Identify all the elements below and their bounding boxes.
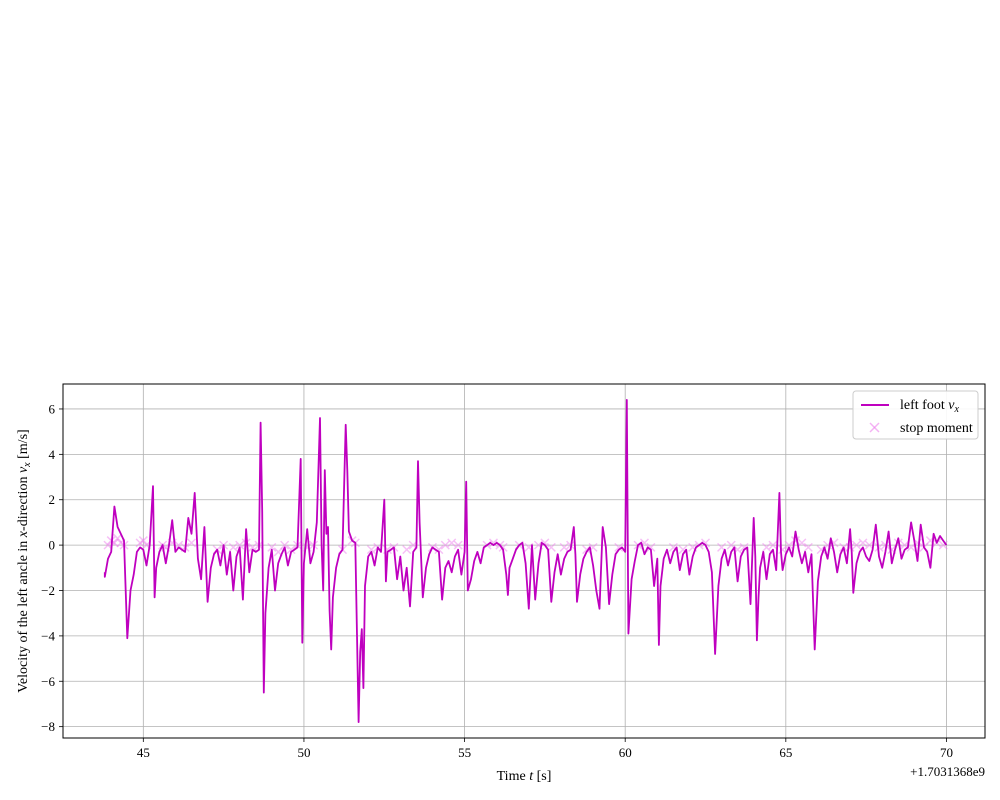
stop-moment-marker [280, 540, 290, 550]
stop-moment-marker [402, 545, 412, 555]
stop-moment-marker [700, 538, 711, 548]
stop-moment-marker [559, 542, 569, 552]
stop-moment-marker [286, 545, 296, 555]
stop-moment-marker [646, 542, 656, 552]
grid [63, 384, 985, 738]
stop-moment-marker [797, 538, 807, 548]
x-tick-label: 45 [137, 745, 150, 760]
velocity-series-line [103, 399, 948, 723]
x-tick-label: 60 [619, 745, 632, 760]
y-tick-label: 4 [49, 447, 56, 462]
stop-moment-marker [784, 540, 794, 550]
stop-moment-marker [447, 538, 457, 548]
stop-moment-marker [540, 538, 550, 548]
legend: left foot vx stop moment [852, 390, 979, 440]
legend-label-left-foot: left foot vx [900, 398, 959, 415]
stop-moment-marker [248, 542, 258, 552]
stop-moment-marker [434, 545, 444, 555]
y-tick-label: 2 [49, 492, 56, 507]
stop-moment-marker [858, 538, 868, 548]
stop-moment-marker [267, 542, 277, 552]
stop-moment-marker [778, 545, 788, 555]
x-tick-label: 65 [779, 745, 792, 760]
stop-moment-marker [938, 540, 948, 550]
legend-label-stop-moment: stop moment [900, 421, 973, 436]
x-axis-label: Time t [s] [497, 769, 552, 784]
y-axis-label: Velocity of the left ancle in x-directio… [16, 429, 33, 692]
stop-moment-marker [488, 538, 499, 548]
stop-moment-marker [228, 542, 238, 552]
stop-moment-marker [440, 540, 450, 550]
y-tick-label: −2 [41, 583, 55, 598]
stop-moment-marker [803, 542, 813, 552]
ticks: 45 50 55 60 65 70 −8 −6 −4 −2 0 2 4 6 [41, 401, 953, 760]
stop-moment-marker [762, 542, 772, 552]
stop-moment-marker [453, 540, 463, 550]
stop-moment-marker [235, 540, 245, 550]
x-tick-label: 70 [940, 745, 953, 760]
y-tick-label: −6 [41, 674, 55, 689]
y-tick-label: 0 [49, 538, 56, 553]
legend-box [852, 390, 979, 440]
x-offset-label: +1.7031368e9 [910, 764, 985, 779]
axes-frame [62, 383, 986, 739]
x-tick-label: 50 [297, 745, 310, 760]
legend-x-swatch [869, 422, 880, 433]
stop-moment-marker [851, 540, 862, 550]
y-tick-label: 6 [49, 401, 56, 416]
stop-moment-marker [614, 542, 624, 552]
stop-moment-marker [366, 545, 376, 555]
stop-moment-marker [138, 536, 148, 546]
stop-moment-marker [668, 542, 678, 552]
stop-moment-marker [768, 540, 778, 550]
x-tick-label: 55 [458, 745, 471, 760]
plot-area [103, 399, 948, 723]
y-tick-label: −4 [41, 628, 55, 643]
y-tick-label: −8 [41, 719, 55, 734]
stop-moment-marker [186, 538, 197, 548]
stop-moment-marker [174, 540, 184, 550]
stop-moment-marker [880, 540, 890, 550]
